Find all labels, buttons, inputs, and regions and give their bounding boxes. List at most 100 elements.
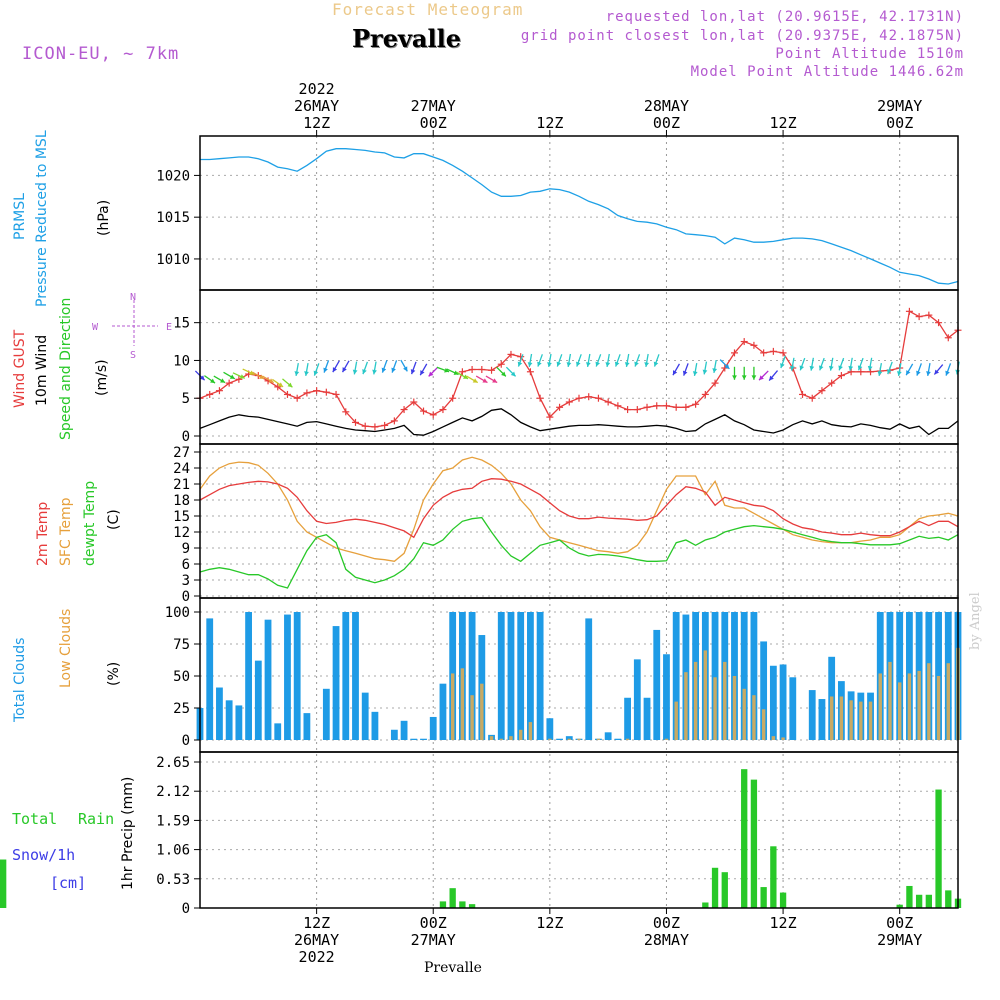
rain-bar [935,789,942,908]
wind-gust-marker [283,390,291,398]
wind-arrow-head [759,375,764,381]
wind-direction-arrow [381,360,388,373]
wind-gust-marker [439,406,447,414]
wind-arrow-head [501,371,506,377]
wind-gust-marker [925,311,933,319]
wind-arrow-head [848,365,854,371]
wind-gust-marker [332,390,340,398]
wind-gust-marker [808,394,816,402]
time-bottom-label: 2022 [299,948,335,966]
wind-gust-marker [468,366,476,374]
wind-direction-arrow [614,354,621,367]
wind-gust-marker [497,360,505,368]
wind-gust-marker [410,398,418,406]
wind-arrow-head [751,375,757,380]
precip-tick-label: 0.53 [156,872,190,888]
wind-direction-arrow [945,363,952,376]
total-clouds-bar [546,718,554,740]
wind-direction-arrow [446,368,459,376]
low-clouds-bar [509,736,513,740]
wind-direction-arrow [624,353,630,367]
total-clouds-bar [653,629,661,740]
wind-arrow-head [702,369,708,375]
total-clouds-bar [361,692,369,740]
wind-direction-arrow [576,354,582,367]
wind-direction-arrow [644,353,650,367]
wind-arrow-head [682,370,688,376]
pressure-line [200,148,959,285]
wind-direction-arrow [818,357,825,371]
wind-gust-marker [837,372,845,380]
rain-bar [711,867,719,908]
wind-gust-marker [847,368,855,376]
wind-labels: Wind GUST 10m Wind Speed and Direction (… [12,292,172,440]
time-bottom-label: 12Z [770,914,797,932]
wind-direction-arrow [867,357,873,371]
time-bottom-label: 00Z [886,914,913,932]
rain-bar [779,892,787,908]
low-clouds-bar [771,736,776,740]
wind-gust-marker [594,394,602,402]
low-clouds-label: Low Clouds [58,609,74,688]
rain-bar [915,894,923,908]
low-clouds-bar [450,673,455,740]
low-clouds-bar [829,696,834,740]
wind-arrow-head [453,370,459,375]
compass-north: N [130,292,136,303]
wind-arrow-head [576,361,581,367]
wind-arrow-head [828,365,834,371]
wind-direction-arrow [313,363,320,376]
footer-station: Prevalle [424,960,482,976]
time-bottom-label: 28MAY [644,931,689,949]
requested-coords: requested lon,lat (20.9615E, 42.1731N) [605,9,964,25]
precip-tick-label: 1.59 [156,813,190,829]
wind-gust-marker [799,390,807,398]
wind-arrow-head [258,374,264,379]
low-clouds-bar [839,696,844,740]
wind-arrow-head [352,369,358,375]
wind-arrow-head [362,369,367,375]
wind-direction-arrow [400,359,408,372]
wind-arrow-head [537,361,542,367]
total-clouds-bar [322,688,330,740]
total-clouds-bar [585,618,593,740]
temp-labels: 2m Temp SFC Temp dewpt Temp (C) [35,481,122,566]
wind-direction-arrow [332,360,340,373]
t2m-line [199,478,959,539]
precip-tick-label: 2.12 [156,784,190,800]
total-clouds-bar [565,736,573,740]
pressure-tick-label: 1010 [156,252,190,268]
low-clouds-bar [470,695,474,740]
wind-direction-arrow [456,371,469,380]
total-clouds-bar [750,612,758,740]
compass-icon: N S W E [92,292,172,361]
rain-bar [906,885,913,908]
total-clouds-bar [235,705,243,740]
wind-arrow-head [391,367,396,373]
wind-direction-arrow [595,354,602,367]
total-clouds-bar [808,690,816,740]
temp-tick-label: 6 [182,557,190,573]
total-clouds-bar [818,699,826,740]
rain-bar [0,859,7,908]
wind-arrow-head [403,366,408,372]
total-clouds-bar [352,612,359,740]
wind-direction-arrow [428,366,439,377]
low-clouds-bar [480,683,484,740]
total-clouds-bar [497,612,505,740]
rain-bar [896,904,903,908]
wind-gust-marker [536,394,544,402]
wind-arrow-head [229,374,235,379]
total-clouds-bar [896,612,904,740]
rain-bar [449,888,456,908]
wind-arrow-head [472,378,478,383]
point-altitude: Point Altitude 1510m [775,46,964,62]
wind-arrow-head [769,375,774,381]
wind-direction-arrow [790,357,795,371]
wind-arrow-head [653,361,659,367]
low-clouds-bar [781,737,785,740]
total-clouds-bar [760,641,768,740]
wind-direction-arrow [517,354,524,367]
wind-arrow-head [896,371,902,376]
